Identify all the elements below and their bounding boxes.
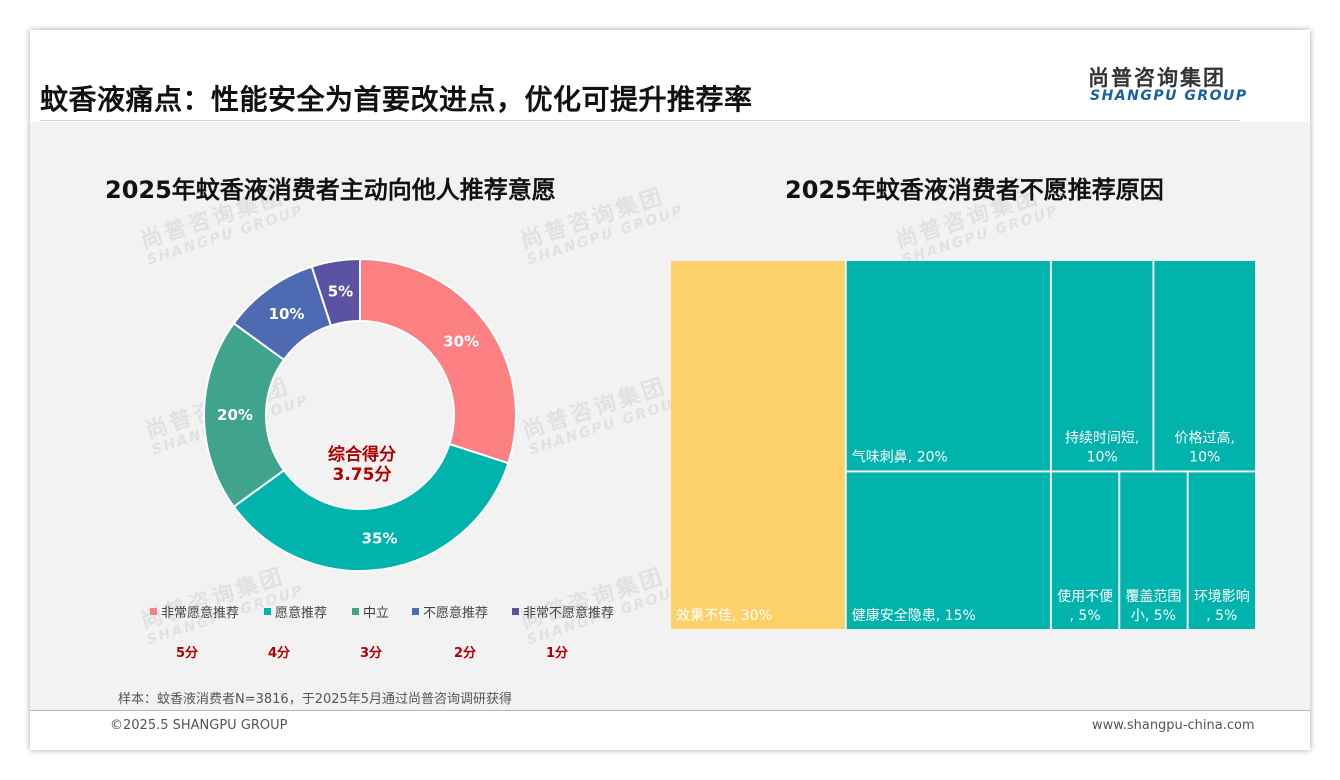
center-label-line-1: 综合得分 [328,445,396,465]
legend-label: 中立 [363,606,390,621]
legend-label: 非常不愿意推荐 [523,606,615,621]
slide: 蚊香液痛点：性能安全为首要改进点，优化可提升推荐率 尚普咨询集团 SHANGPU… [30,30,1310,750]
logo-en: SHANGPU GROUP [1090,88,1248,104]
treemap-cell [1154,261,1255,471]
score-label: 2分 [454,646,477,661]
page-title: 蚊香液痛点：性能安全为首要改进点，优化可提升推荐率 [40,83,753,116]
legend-item: 非常不愿意推荐 [512,602,614,621]
donut-slice-label: 35% [362,529,398,547]
score-label: 1分 [546,646,569,661]
treemap-cell [846,261,1050,471]
legend-swatch [512,608,519,615]
top-bar [30,30,1310,122]
donut-slice-label: 10% [269,305,305,323]
legend-item: 愿意推荐 [264,602,327,621]
website-text: www.shangpu-china.com [1092,718,1255,733]
legend-item: 非常愿意推荐 [150,602,239,621]
donut-center-label: 综合得分 3.75分 [292,445,432,486]
legend-swatch [264,608,271,615]
treemap-cell-label: 气味刺鼻, 20% [852,448,948,465]
treemap-cell [671,261,845,629]
legend-item: 不愿意推荐 [412,602,488,621]
treemap-cell [1051,261,1153,471]
treemap-cell [846,472,1050,629]
score-label: 3分 [360,646,383,661]
treemap-cell-label: 环境影响, 5% [1194,589,1250,624]
footer-divider [30,710,1310,711]
legend-item: 中立 [352,602,389,621]
legend-label: 非常愿意推荐 [161,606,240,621]
donut-chart-title: 2025年蚊香液消费者主动向他人推荐意愿 [105,176,556,204]
legend-swatch [412,608,419,615]
treemap-cell-label: 价格过高, 10% [1174,429,1234,465]
legend-label: 愿意推荐 [275,606,328,621]
treemap-title: 2025年蚊香液消费者不愿推荐原因 [785,176,1164,204]
treemap-cell-label: 健康安全隐患, 15% [852,607,976,624]
donut-slice [310,257,361,327]
treemap-cell-label: 持续时间短, 10% [1065,429,1139,465]
footer-bar [30,711,1310,750]
treemap-cell [1188,472,1255,629]
donut-slice-label: 30% [443,333,479,351]
legend-label: 不愿意推荐 [423,606,489,621]
treemap-cell [1051,472,1119,629]
copyright-text: ©2025.5 SHANGPU GROUP [110,718,288,733]
donut-slice [232,442,510,572]
donut-slice-label: 20% [217,406,253,424]
treemap-chart: 效果不佳, 30% 气味刺鼻, 20% 持续时间短, 10% 价格过高, 10% 健康安全隐… [671,261,1255,629]
treemap-cell-label: 覆盖范围小, 5% [1125,588,1181,624]
donut-chart: 30% 35% 20% 10% 5% [203,257,517,572]
donut-slice [359,257,517,465]
logo-cn: 尚普咨询集团 [1088,66,1226,90]
legend-swatch [352,608,359,615]
title-divider [40,120,1240,121]
legend-swatch [150,608,157,615]
treemap-cell-label: 使用不便, 5% [1057,588,1113,624]
donut-legend: 非常愿意推荐 愿意推荐 中立 不愿意推荐 非常不愿意推荐 [150,602,630,622]
donut-slice-label: 5% [328,283,353,301]
center-label-line-2: 3.75分 [332,465,392,486]
score-label: 4分 [268,646,291,661]
score-label: 5分 [176,646,199,661]
treemap-cell-label: 效果不佳, 30% [676,608,772,624]
sample-note: 样本：蚊香液消费者N=3816，于2025年5月通过尚普咨询调研获得 [118,692,513,707]
treemap-cell [1120,472,1187,629]
